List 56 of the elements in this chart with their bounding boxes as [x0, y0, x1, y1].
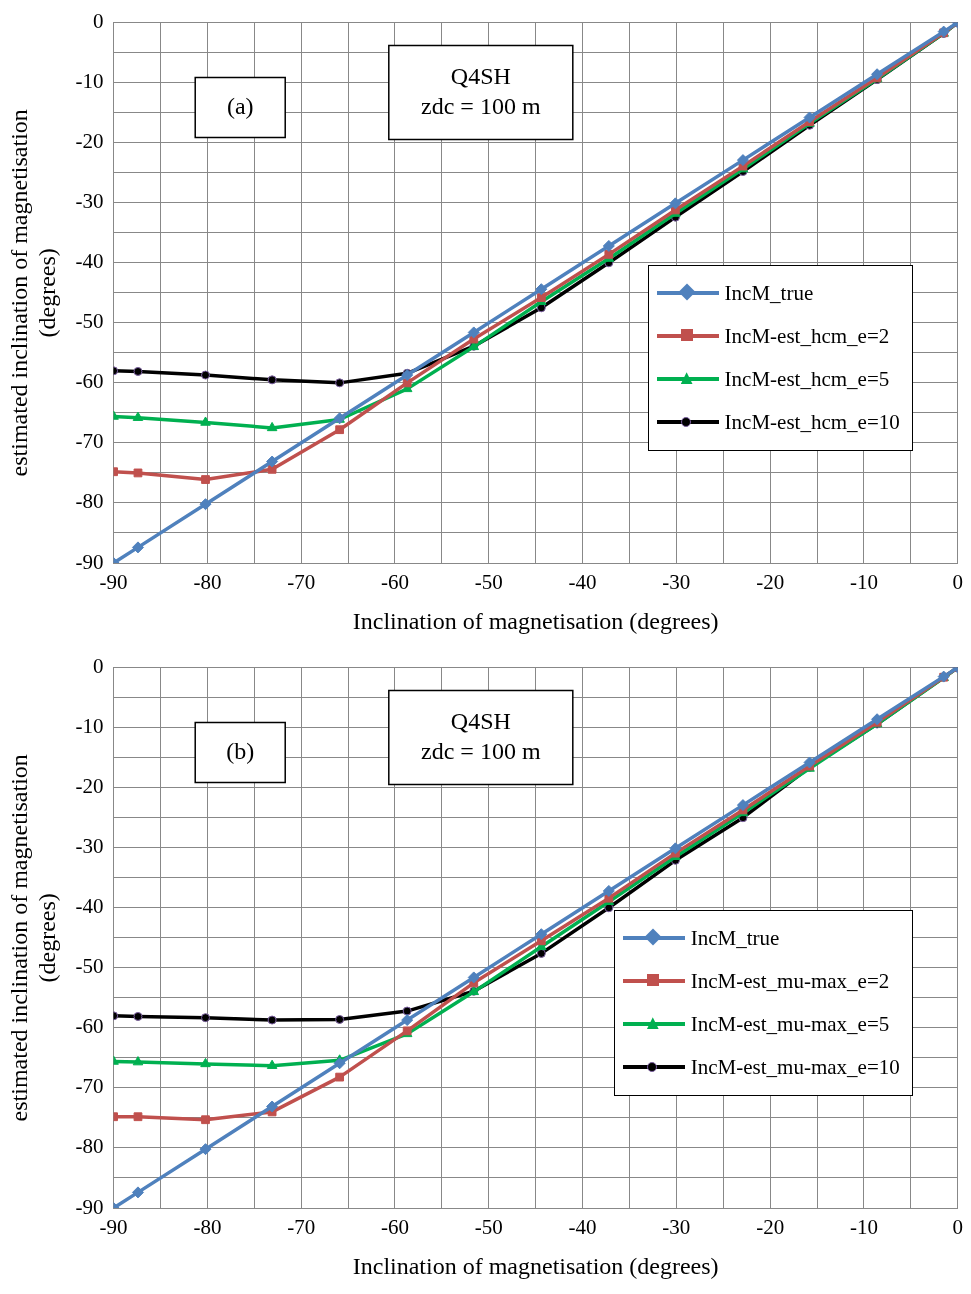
x-tick-label: 0: [952, 1215, 963, 1240]
y-tick-label: -50: [75, 309, 104, 334]
x-tick-label: -70: [287, 1215, 316, 1240]
legend-label: IncM-est_mu-max_e=5: [690, 1011, 890, 1037]
x-tick-label: -40: [568, 1215, 597, 1240]
x-tick-label: -30: [662, 1215, 691, 1240]
annotation: Q4SH: [450, 62, 511, 89]
y-tick-label: -20: [75, 774, 104, 799]
annotation: Q4SH: [450, 707, 511, 734]
y-axis-title: estimated inclination of magnetisation (degrees): [5, 754, 61, 1122]
y-tick-label: -20: [75, 129, 104, 154]
legend-label: IncM-est_hcm_e=5: [724, 366, 890, 392]
legend-label: IncM-est_mu-max_e=10: [690, 1054, 900, 1080]
y-tick-label: -80: [75, 489, 104, 514]
legend-label: IncM_true: [690, 925, 780, 951]
y-tick-label: -40: [75, 894, 104, 919]
y-axis-title: estimated inclination of magnetisation (degrees): [5, 109, 61, 477]
legend-label: IncM-est_mu-max_e=2: [690, 968, 890, 994]
annotation: (a): [226, 92, 254, 119]
y-tick-label: 0: [93, 654, 104, 679]
y-tick-label: -70: [75, 1074, 104, 1099]
annotation: (b): [226, 737, 255, 764]
legend-label: IncM-est_hcm_e=10: [724, 409, 900, 435]
y-tick-label: -90: [75, 1194, 104, 1219]
y-tick-label: -10: [75, 69, 104, 94]
y-tick-label: -70: [75, 429, 104, 454]
y-tick-label: -50: [75, 954, 104, 979]
legend-label: IncM_true: [724, 280, 814, 306]
y-tick-label: -60: [75, 1014, 104, 1039]
x-axis-title: Inclination of magnetisation (degrees): [352, 607, 719, 634]
y-tick-label: -90: [75, 549, 104, 574]
legend-label: IncM-est_hcm_e=2: [724, 323, 890, 349]
y-tick-label: -40: [75, 249, 104, 274]
y-tick-label: -80: [75, 1134, 104, 1159]
x-tick-label: 0: [952, 570, 963, 595]
y-tick-label: -30: [75, 189, 104, 214]
x-tick-label: -10: [849, 1215, 878, 1240]
x-tick-label: -20: [756, 570, 785, 595]
x-tick-label: -80: [193, 570, 222, 595]
x-tick-label: -70: [287, 570, 316, 595]
y-tick-label: -10: [75, 714, 104, 739]
x-tick-label: -10: [849, 570, 878, 595]
x-tick-label: -50: [474, 1215, 503, 1240]
x-tick-label: -60: [380, 1215, 409, 1240]
x-tick-label: -40: [568, 570, 597, 595]
x-axis-title: Inclination of magnetisation (degrees): [352, 1252, 719, 1279]
annotation: zdc = 100 m: [421, 92, 541, 119]
annotation: zdc = 100 m: [421, 737, 541, 764]
y-tick-label: 0: [93, 9, 104, 34]
x-tick-label: -30: [662, 570, 691, 595]
x-tick-label: -60: [380, 570, 409, 595]
y-tick-label: -30: [75, 834, 104, 859]
y-tick-label: -60: [75, 369, 104, 394]
x-tick-label: -80: [193, 1215, 222, 1240]
x-tick-label: -20: [756, 1215, 785, 1240]
x-tick-label: -50: [474, 570, 503, 595]
